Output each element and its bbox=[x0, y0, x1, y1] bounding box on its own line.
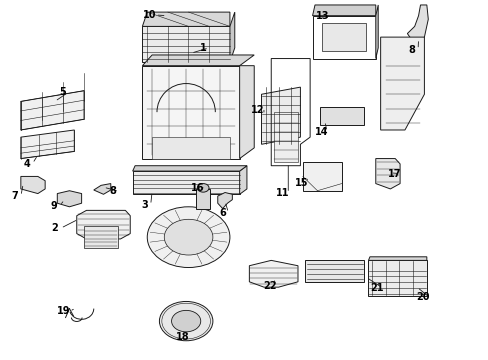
Text: 15: 15 bbox=[295, 178, 308, 188]
Bar bbox=[305, 260, 363, 282]
Bar bbox=[152, 137, 229, 158]
Bar bbox=[142, 26, 229, 62]
Circle shape bbox=[159, 301, 212, 341]
Polygon shape bbox=[229, 12, 234, 62]
Polygon shape bbox=[368, 257, 426, 260]
Text: 17: 17 bbox=[386, 168, 400, 179]
Polygon shape bbox=[380, 37, 424, 130]
Circle shape bbox=[197, 184, 208, 192]
Text: 19: 19 bbox=[57, 306, 70, 316]
Polygon shape bbox=[375, 5, 377, 59]
Circle shape bbox=[171, 310, 201, 332]
Polygon shape bbox=[132, 166, 246, 171]
Circle shape bbox=[147, 207, 229, 267]
Polygon shape bbox=[21, 176, 45, 194]
Polygon shape bbox=[239, 66, 254, 158]
Text: 5: 5 bbox=[59, 87, 65, 98]
Polygon shape bbox=[142, 12, 229, 26]
Bar bbox=[302, 162, 341, 191]
Polygon shape bbox=[312, 5, 375, 16]
Polygon shape bbox=[57, 191, 81, 207]
Text: 10: 10 bbox=[142, 10, 156, 20]
Bar bbox=[196, 189, 210, 208]
Bar bbox=[84, 226, 118, 248]
Polygon shape bbox=[375, 158, 399, 189]
Text: 8: 8 bbox=[408, 45, 415, 55]
Bar bbox=[319, 107, 363, 125]
Text: 12: 12 bbox=[251, 105, 264, 115]
Polygon shape bbox=[239, 166, 246, 194]
Text: 6: 6 bbox=[219, 208, 225, 218]
Bar bbox=[322, 23, 366, 51]
Text: 20: 20 bbox=[416, 292, 429, 302]
Text: 16: 16 bbox=[190, 183, 203, 193]
Text: 18: 18 bbox=[176, 332, 189, 342]
Text: 4: 4 bbox=[23, 158, 30, 168]
Polygon shape bbox=[77, 210, 130, 239]
Text: 7: 7 bbox=[12, 191, 19, 201]
Text: 13: 13 bbox=[315, 11, 328, 21]
Bar bbox=[368, 260, 426, 296]
Bar bbox=[132, 171, 239, 194]
Polygon shape bbox=[407, 5, 427, 44]
Circle shape bbox=[164, 219, 212, 255]
Text: 1: 1 bbox=[200, 43, 206, 53]
Polygon shape bbox=[21, 130, 74, 158]
Polygon shape bbox=[217, 193, 232, 208]
Text: 9: 9 bbox=[50, 201, 57, 211]
Polygon shape bbox=[142, 55, 254, 66]
Text: 14: 14 bbox=[314, 127, 327, 137]
Text: 11: 11 bbox=[275, 188, 288, 198]
Polygon shape bbox=[249, 260, 297, 287]
Bar bbox=[312, 16, 375, 59]
Text: 21: 21 bbox=[369, 283, 383, 293]
Text: 3: 3 bbox=[141, 200, 148, 210]
Polygon shape bbox=[261, 87, 300, 144]
Text: 2: 2 bbox=[51, 223, 58, 233]
Bar bbox=[142, 66, 239, 158]
Bar bbox=[273, 112, 297, 162]
Polygon shape bbox=[94, 184, 111, 194]
Text: 8: 8 bbox=[110, 186, 117, 197]
Text: 22: 22 bbox=[263, 281, 277, 291]
Polygon shape bbox=[21, 91, 84, 130]
